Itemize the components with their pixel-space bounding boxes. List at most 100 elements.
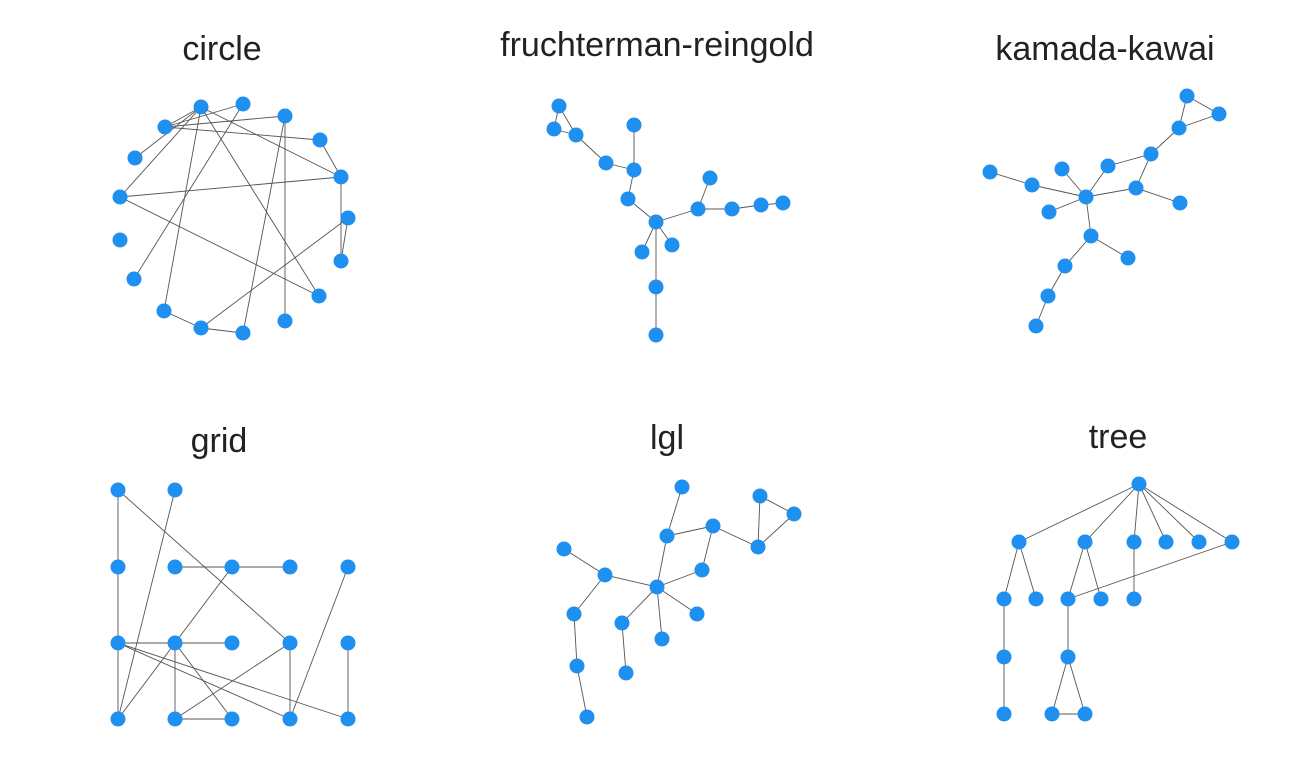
node <box>648 327 664 343</box>
edge <box>200 217 349 329</box>
edge <box>164 126 321 141</box>
node <box>110 711 126 727</box>
node <box>1057 258 1073 274</box>
node <box>1011 534 1027 550</box>
node <box>112 232 128 248</box>
node <box>648 279 664 295</box>
edge <box>656 586 663 640</box>
graph-grid <box>110 482 356 727</box>
node <box>1041 204 1057 220</box>
node <box>614 615 630 631</box>
node <box>569 658 585 674</box>
node <box>333 253 349 269</box>
graph-kamada-kawai <box>982 88 1227 334</box>
node <box>1126 534 1142 550</box>
node <box>674 479 690 495</box>
panel-title-circle: circle <box>182 30 262 68</box>
edge <box>621 586 658 624</box>
node <box>127 150 143 166</box>
node <box>753 197 769 213</box>
edge <box>200 106 342 178</box>
panel-title-lgl: lgl <box>649 419 685 457</box>
node <box>702 170 718 186</box>
node <box>157 119 173 135</box>
node <box>786 506 802 522</box>
node <box>340 559 356 575</box>
node <box>1179 88 1195 104</box>
edge <box>163 106 202 312</box>
edge <box>117 489 176 720</box>
node <box>110 635 126 651</box>
node <box>282 635 298 651</box>
node <box>235 325 251 341</box>
node <box>312 132 328 148</box>
node <box>626 162 642 178</box>
edge <box>133 103 244 280</box>
edge <box>1138 483 1167 543</box>
node <box>996 591 1012 607</box>
node <box>1060 591 1076 607</box>
node <box>750 539 766 555</box>
panel-title-grid: grid <box>190 422 248 460</box>
edge <box>656 535 668 588</box>
node <box>193 99 209 115</box>
node <box>1143 146 1159 162</box>
node <box>311 288 327 304</box>
edge <box>242 115 286 334</box>
node <box>277 108 293 124</box>
edge <box>1084 541 1102 600</box>
node <box>1077 534 1093 550</box>
node <box>724 201 740 217</box>
node <box>1158 534 1174 550</box>
edge <box>757 513 795 548</box>
edge <box>174 566 233 644</box>
node <box>1131 476 1147 492</box>
node <box>1171 120 1187 136</box>
edge <box>119 176 342 198</box>
panel-title-tree: tree <box>1088 418 1148 456</box>
node <box>689 606 705 622</box>
node <box>982 164 998 180</box>
node <box>1191 534 1207 550</box>
edge <box>1084 483 1140 543</box>
node <box>167 635 183 651</box>
edge <box>1067 541 1233 600</box>
edge <box>576 665 588 718</box>
node <box>1093 591 1109 607</box>
edge <box>712 525 759 548</box>
edge <box>1051 656 1069 715</box>
edge <box>119 106 202 198</box>
node <box>1128 180 1144 196</box>
edge <box>200 106 320 297</box>
node <box>277 313 293 329</box>
node <box>235 96 251 112</box>
edge <box>1085 187 1137 198</box>
edge <box>1018 541 1037 600</box>
node <box>1172 195 1188 211</box>
node <box>620 191 636 207</box>
edge <box>604 574 658 588</box>
node <box>664 237 680 253</box>
node <box>224 635 240 651</box>
node <box>1100 158 1116 174</box>
node <box>110 559 126 575</box>
node <box>556 541 572 557</box>
node <box>546 121 562 137</box>
edge <box>666 486 683 537</box>
node <box>996 706 1012 722</box>
node <box>1028 318 1044 334</box>
node <box>705 518 721 534</box>
node <box>112 189 128 205</box>
edge <box>164 103 244 128</box>
edge <box>1135 187 1181 204</box>
node <box>282 711 298 727</box>
edge <box>117 642 176 720</box>
node <box>618 665 634 681</box>
edge <box>1067 541 1086 600</box>
node <box>597 567 613 583</box>
node <box>333 169 349 185</box>
node <box>1126 591 1142 607</box>
node <box>193 320 209 336</box>
edge <box>573 574 606 615</box>
